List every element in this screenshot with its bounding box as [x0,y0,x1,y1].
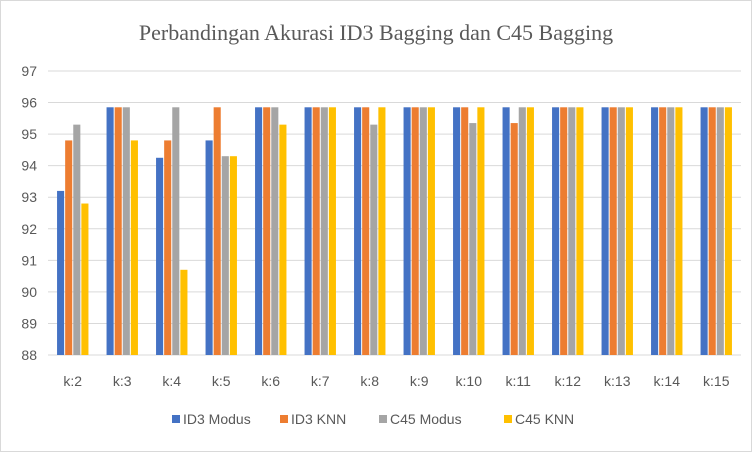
bar-c45-knn [279,124,287,355]
x-tick-label: k:6 [261,373,280,389]
y-tick-label: 97 [21,63,37,79]
x-tick-label: k:11 [506,373,532,389]
legend-swatch [280,415,288,423]
bar-c45-knn [526,107,534,355]
bar-id3-knn [65,140,73,355]
y-tick-label: 96 [21,95,37,111]
bar-c45-knn [378,107,386,355]
bar-id3-knn [213,107,221,355]
bar-id3-modus [552,107,560,355]
bar-c45-modus [469,123,477,355]
bar-id3-knn [114,107,122,355]
y-axis-ticks: 88 89 90 91 92 93 94 95 96 97 [21,63,37,363]
bar-id3-knn [164,140,172,355]
bar-id3-knn [362,107,370,355]
bar-c45-modus [518,107,526,355]
bar-c45-modus [221,156,229,355]
bar-id3-knn [263,107,271,355]
bar-id3-modus [255,107,263,355]
bar-id3-knn [510,123,518,355]
bar-id3-knn [461,107,469,355]
legend-swatch [379,415,387,423]
bar-c45-modus [568,107,576,355]
y-tick-label: 88 [21,347,37,363]
bar-c45-modus [617,107,625,355]
gridlines [48,70,741,356]
x-tick-label: k:10 [456,373,483,389]
y-tick-label: 91 [21,252,37,268]
x-axis-labels: k:2 k:3 k:4 k:5 k:6 k:7 k:8 k:9 k:10 k:11 k:12 k:13… [63,373,729,389]
bar-id3-modus [354,107,362,355]
bar-c45-knn [477,107,485,355]
bar-id3-modus [57,190,65,355]
bar-id3-knn [708,107,716,355]
x-tick-label: k:5 [212,373,231,389]
bar-id3-knn [411,107,419,355]
bar-id3-modus [403,107,411,355]
bar-id3-modus [156,157,164,355]
bar-id3-knn [312,107,320,355]
bar-c45-modus [667,107,675,355]
y-tick-label: 95 [21,126,37,142]
bar-c45-knn [81,203,89,355]
x-tick-label: k:13 [604,373,631,389]
bar-c45-modus [122,107,130,355]
x-tick-label: k:8 [360,373,379,389]
bar-id3-knn [659,107,667,355]
x-tick-label: k:12 [555,373,582,389]
legend-label: C45 KNN [515,411,574,427]
bar-c45-knn [576,107,584,355]
bar-c45-modus [716,107,724,355]
legend-label: C45 Modus [390,411,462,427]
legend-label: ID3 Modus [183,411,251,427]
legend-swatch [172,415,180,423]
x-tick-label: k:15 [703,373,730,389]
bar-id3-modus [700,107,708,355]
y-tick-label: 94 [21,158,37,174]
bar-c45-knn [675,107,683,355]
x-tick-label: k:9 [410,373,429,389]
bar-c45-knn [724,107,732,355]
bar-id3-modus [651,107,659,355]
y-tick-label: 93 [21,189,37,205]
bar-id3-modus [106,107,114,355]
bar-id3-modus [304,107,312,355]
bar-id3-knn [609,107,617,355]
y-tick-label: 89 [21,315,37,331]
bar-c45-modus [320,107,328,355]
legend-swatch [504,415,512,423]
x-tick-label: k:3 [113,373,132,389]
x-tick-label: k:7 [311,373,330,389]
bar-id3-modus [601,107,609,355]
bar-c45-modus [172,107,180,355]
legend-label: ID3 KNN [291,411,346,427]
bar-c45-knn [625,107,633,355]
bar-id3-modus [502,107,510,355]
x-tick-label: k:4 [162,373,181,389]
bars [57,107,732,355]
bar-c45-modus [370,124,378,355]
y-tick-label: 90 [21,284,37,300]
bar-c45-knn [328,107,336,355]
legend: ID3 Modus ID3 KNN C45 Modus C45 KNN [172,411,574,427]
bar-id3-modus [453,107,461,355]
x-tick-label: k:2 [63,373,82,389]
bar-c45-modus [271,107,279,355]
bar-c45-knn [180,269,188,355]
bar-c45-knn [427,107,435,355]
x-tick-label: k:14 [654,373,681,389]
bar-c45-modus [73,124,81,355]
bar-id3-modus [205,140,213,355]
y-tick-label: 92 [21,221,37,237]
chart-title: Perbandingan Akurasi ID3 Bagging dan C45… [139,20,613,45]
bar-c45-knn [229,156,237,355]
bar-c45-modus [419,107,427,355]
bar-c45-knn [130,140,138,355]
bar-id3-knn [560,107,568,355]
